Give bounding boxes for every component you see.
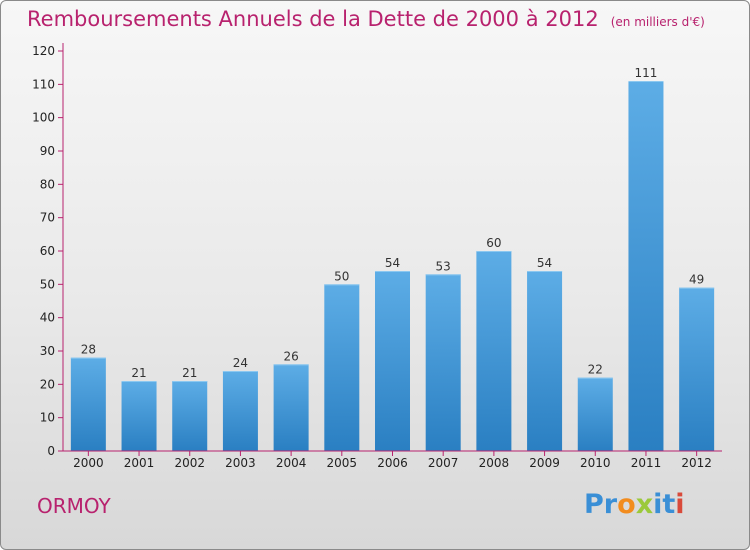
value-label-2012: 49 <box>689 273 704 287</box>
brand-letter: i <box>653 489 663 520</box>
x-tick-label-2004: 2004 <box>276 456 307 470</box>
bar-2012 <box>679 287 715 451</box>
value-label-2010: 22 <box>588 363 603 377</box>
x-tick-label-2005: 2005 <box>327 456 358 470</box>
value-label-2001: 21 <box>131 366 146 380</box>
bar-2011 <box>628 81 664 451</box>
bar-2005 <box>324 284 360 451</box>
bar-2001 <box>121 381 157 451</box>
brand-letter: t <box>662 489 676 520</box>
x-tick-label-2002: 2002 <box>174 456 205 470</box>
x-tick-label-2009: 2009 <box>529 456 560 470</box>
y-tick-label: 90 <box>40 144 55 158</box>
chart-subtitle: (en milliers d'€) <box>610 15 705 29</box>
y-tick-label: 0 <box>47 444 55 458</box>
y-tick-label: 70 <box>40 211 55 225</box>
bar-2006 <box>375 271 410 451</box>
bar-2010 <box>577 377 613 451</box>
y-tick-label: 60 <box>40 244 55 258</box>
x-tick-label-2011: 2011 <box>631 456 662 470</box>
bars: 28 21 21 24 26 50 54 53 60 54 22 111 49 <box>70 66 715 451</box>
x-tick-label-2003: 2003 <box>225 456 256 470</box>
y-tick-label: 80 <box>40 177 55 191</box>
y-tick-label: 20 <box>40 377 55 391</box>
y-tick-label: 40 <box>40 311 55 325</box>
value-label-2002: 21 <box>182 366 197 380</box>
bar-2000 <box>70 357 106 451</box>
location-label: ORMOY <box>37 494 111 518</box>
y-tick-label: 120 <box>32 44 55 58</box>
x-tick-label-2000: 2000 <box>73 456 104 470</box>
bar-2003 <box>222 371 258 451</box>
x-tick-label-2008: 2008 <box>479 456 510 470</box>
y-tick-label: 10 <box>40 411 55 425</box>
value-label-2006: 54 <box>385 256 400 270</box>
value-label-2008: 60 <box>486 236 501 250</box>
value-label-2011: 111 <box>635 66 658 80</box>
y-tick-label: 30 <box>40 344 55 358</box>
y-tick-label: 50 <box>40 277 55 291</box>
value-label-2003: 24 <box>233 356 248 370</box>
value-label-2005: 50 <box>334 269 349 283</box>
x-tick-label-2006: 2006 <box>377 456 408 470</box>
x-tick-label-2012: 2012 <box>681 456 712 470</box>
chart-title-text: Remboursements Annuels de la Dette de 20… <box>27 7 599 31</box>
value-label-2000: 28 <box>81 343 96 357</box>
brand-letter: i <box>675 489 685 520</box>
y-tick-label: 100 <box>32 111 55 125</box>
bar-2004 <box>273 364 309 451</box>
bar-2007 <box>425 274 461 451</box>
x-tick-label-2010: 2010 <box>580 456 611 470</box>
brand-letter: o <box>617 489 636 520</box>
y-axis: 0 10 20 30 40 50 60 70 80 90 100 110 120 <box>32 43 64 458</box>
brand-logo: Proxiti <box>584 489 685 520</box>
bar-2008 <box>476 251 512 451</box>
x-tick-label-2001: 2001 <box>124 456 155 470</box>
value-label-2009: 54 <box>537 256 552 270</box>
value-label-2007: 53 <box>436 259 451 273</box>
bar-2009 <box>527 271 563 451</box>
value-label-2004: 26 <box>283 349 298 363</box>
x-tick-label-2007: 2007 <box>428 456 459 470</box>
brand-letter: x <box>635 489 654 520</box>
y-tick-label: 110 <box>32 77 55 91</box>
x-axis: 2000 2001 2002 2003 2004 2005 2006 2007 2008 2009… <box>63 450 722 470</box>
bar-2002 <box>172 381 208 451</box>
chart-title: Remboursements Annuels de la Dette de 20… <box>27 7 705 31</box>
brand-letter: r <box>603 489 618 520</box>
brand-letter: P <box>584 489 604 520</box>
